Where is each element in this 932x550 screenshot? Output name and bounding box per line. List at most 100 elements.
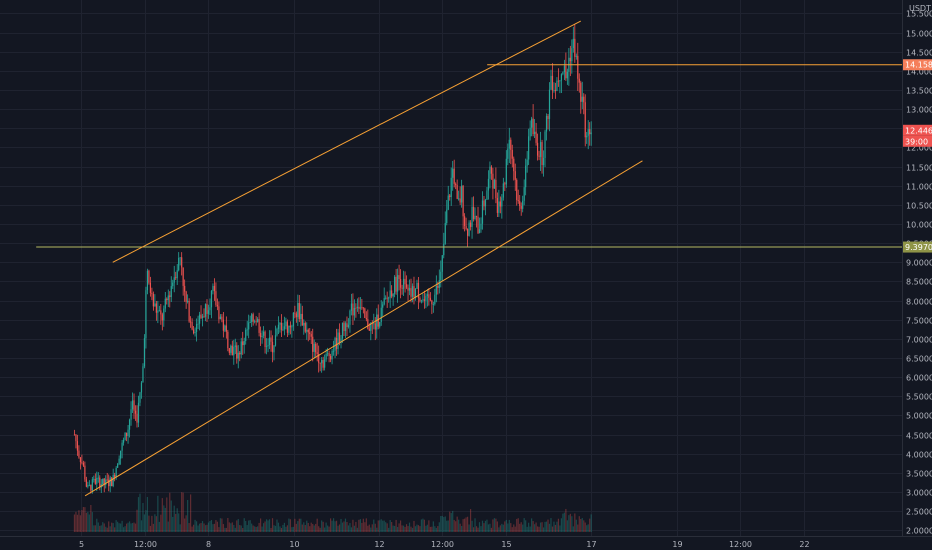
volume-bar [483, 523, 485, 532]
candle-body [90, 484, 92, 491]
candle-body [246, 329, 248, 331]
trend-lines[interactable] [84, 20, 643, 497]
candle-body [386, 297, 388, 299]
candle-body [413, 286, 415, 298]
volume-bar [499, 525, 501, 532]
volume-bar [215, 520, 217, 532]
candle-body [483, 200, 485, 207]
volume-bar [407, 526, 409, 532]
volume-bar [176, 508, 178, 532]
volume-bar [498, 527, 500, 532]
candle-body [75, 434, 77, 442]
candle-body [461, 185, 463, 203]
candle-body [453, 168, 455, 184]
candle-body [459, 198, 461, 203]
volume-bar [364, 522, 366, 532]
volume-bar [231, 522, 233, 532]
price-axis[interactable]: 15.5000 15.0000 14.5000 14.0000 13.5000 13.00… [906, 10, 932, 536]
candle-body [434, 294, 436, 305]
candle-body [554, 89, 557, 91]
volume-bar [461, 525, 463, 532]
candle-body [243, 341, 245, 346]
volume-bar [532, 521, 534, 532]
trend-line-lower-channel[interactable] [84, 160, 643, 497]
volume-bar [167, 521, 169, 532]
candle-body [532, 118, 534, 135]
horizontal-lines[interactable] [36, 64, 902, 248]
volume-bar [148, 515, 150, 532]
candle-body [84, 465, 86, 480]
volume-bar [450, 513, 452, 532]
candle-body [590, 132, 592, 135]
volume-bar [298, 518, 300, 532]
candle-body [145, 290, 147, 339]
volume-bar [249, 520, 251, 532]
volume-bar [297, 521, 299, 532]
candle-body [255, 321, 257, 323]
price-marker-line [903, 241, 932, 253]
volume-bar [417, 525, 420, 532]
candle-body [346, 323, 348, 328]
volume-bar [122, 527, 125, 532]
candle-body [499, 201, 501, 207]
candle-body [541, 142, 543, 166]
candle-body [279, 322, 281, 325]
candle-body [237, 352, 239, 359]
volume-bar [173, 505, 175, 532]
candle-body [185, 291, 187, 302]
candle-body [514, 171, 516, 180]
volume-bar [519, 523, 521, 532]
trend-line-upper-channel[interactable] [112, 20, 581, 263]
candle-body [565, 65, 567, 79]
candle-body [419, 298, 421, 302]
candle-body [230, 345, 232, 353]
candle-body [224, 325, 226, 331]
volume-bar [187, 499, 189, 532]
price-marker-countdown [903, 135, 932, 147]
price-tick-label: 7.5000 [906, 317, 932, 326]
volume-bar [210, 520, 213, 532]
candle-body [539, 142, 542, 157]
volume-bar [227, 518, 229, 532]
candle-body [258, 319, 260, 333]
volume-bar [425, 525, 427, 532]
candle-body [347, 324, 350, 328]
candle-body [438, 280, 440, 288]
candle-body [477, 216, 479, 234]
candle-body [120, 450, 122, 459]
candle-body [414, 288, 417, 298]
candle-body [97, 477, 99, 479]
volume-bar [484, 520, 487, 532]
candle-body [324, 359, 326, 368]
volume-bar [97, 522, 99, 532]
candle-body [265, 346, 268, 348]
volume-bar [487, 524, 490, 532]
time-tick-label: 17 [586, 540, 596, 549]
candle-body [437, 285, 439, 288]
candle-body [304, 322, 306, 332]
candle-body [249, 321, 251, 323]
volume-bar [535, 522, 537, 532]
candle-body [440, 271, 442, 281]
candle-body [583, 96, 585, 103]
candle-body [288, 325, 290, 333]
volume-bar [260, 518, 262, 532]
candle-body [181, 257, 183, 268]
candle-body [329, 356, 332, 360]
time-tick-label: 12:00 [729, 540, 752, 549]
time-tick-label: 8 [206, 540, 211, 549]
volume-bar [447, 520, 449, 532]
volume-bar [192, 524, 195, 532]
volume-bar [282, 524, 284, 532]
volume-bar [353, 525, 356, 532]
volume-bar [90, 505, 92, 532]
volume-bar [377, 520, 379, 532]
candle-body [404, 278, 406, 285]
volume-bar [207, 522, 210, 532]
volume-bar [379, 520, 381, 532]
time-tick-label: 12:00 [431, 540, 454, 549]
candle-body [115, 467, 117, 478]
time-axis[interactable]: 5 12:00 8 10 12 12:00 15 17 19 12:00 22 [79, 540, 810, 549]
price-tick-label: 11.0000 [906, 183, 932, 192]
